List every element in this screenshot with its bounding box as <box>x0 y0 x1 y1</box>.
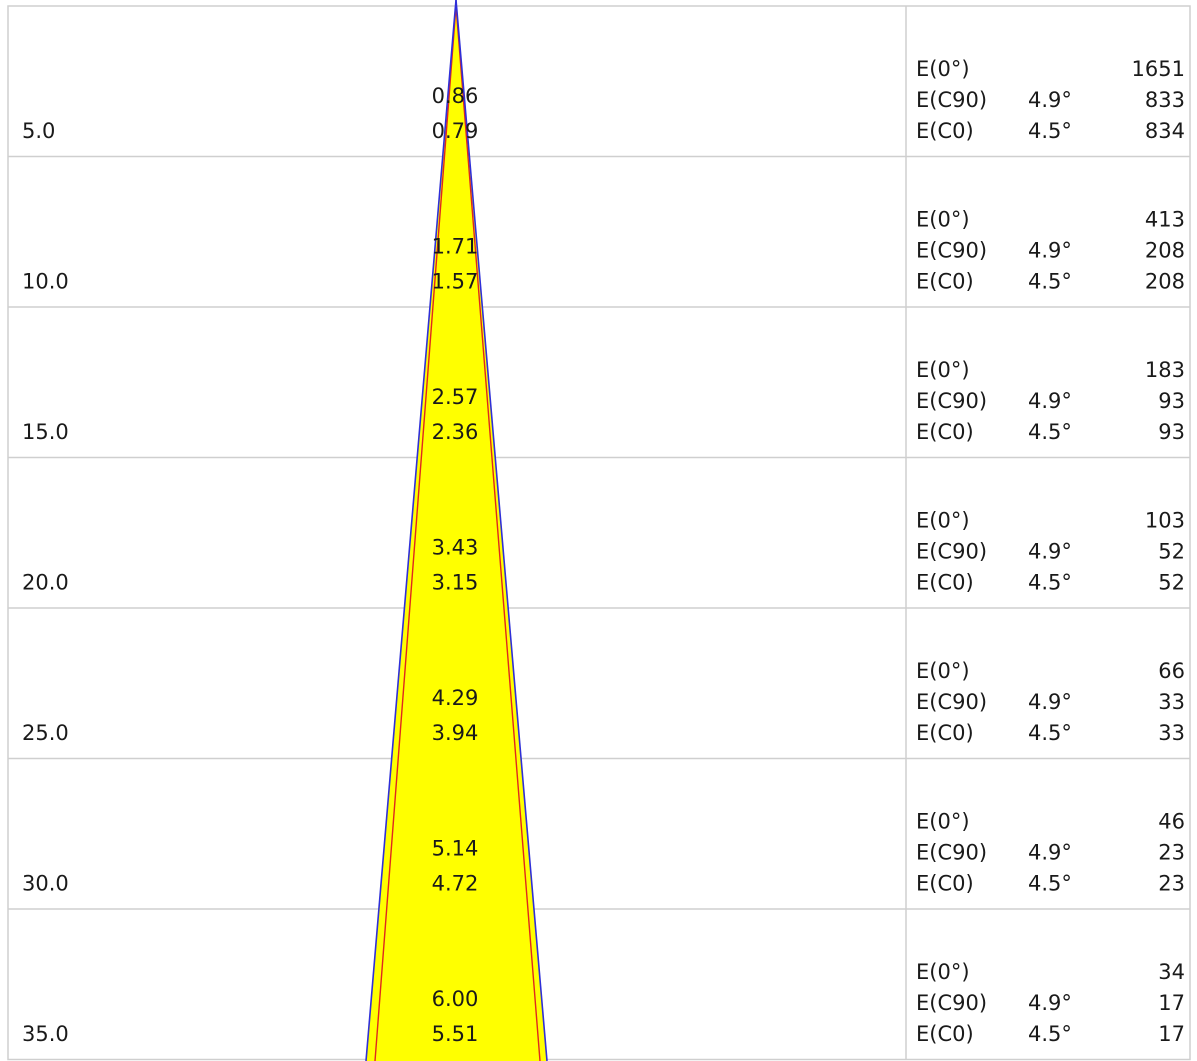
diameter-c90-value: 4.29 <box>432 686 479 710</box>
beam-edge-c90-right <box>455 0 548 1061</box>
e-center-value: 413 <box>1145 208 1185 232</box>
e-c0-angle: 4.5° <box>1028 1022 1072 1046</box>
e-c90-value: 833 <box>1145 88 1185 112</box>
e-c90-value: 208 <box>1145 239 1185 263</box>
e-c0-label: E(C0) <box>916 270 974 294</box>
diameter-c0-value: 2.36 <box>432 420 479 444</box>
e-c90-angle: 4.9° <box>1028 540 1072 564</box>
height-label: 30.0 <box>22 872 69 896</box>
e-c90-angle: 4.9° <box>1028 88 1072 112</box>
e-c90-angle: 4.9° <box>1028 991 1072 1015</box>
e-c90-angle: 4.9° <box>1028 239 1072 263</box>
e-center-value: 1651 <box>1132 57 1185 81</box>
diameter-c90-value: 0.86 <box>432 84 479 108</box>
beam-cone <box>365 0 548 1061</box>
diameter-c0-value: 0.79 <box>432 119 479 143</box>
diameter-c0-value: 1.57 <box>432 270 479 294</box>
e-c0-angle: 4.5° <box>1028 119 1072 143</box>
table-frame <box>7 5 1191 1061</box>
height-label: 25.0 <box>22 721 69 745</box>
e-center-label: E(0°) <box>916 509 970 533</box>
e-c90-value: 17 <box>1158 991 1185 1015</box>
diameter-c90-value: 2.57 <box>432 385 479 409</box>
e-center-label: E(0°) <box>916 960 970 984</box>
e-center-value: 103 <box>1145 509 1185 533</box>
e-center-label: E(0°) <box>916 57 970 81</box>
e-c90-value: 93 <box>1158 389 1185 413</box>
e-center-value: 183 <box>1145 358 1185 382</box>
e-center-value: 34 <box>1158 960 1185 984</box>
diameter-c90-value: 5.14 <box>432 837 479 861</box>
diameter-c90-value: 6.00 <box>432 987 479 1011</box>
e-c0-value: 17 <box>1158 1022 1185 1046</box>
e-c0-angle: 4.5° <box>1028 721 1072 745</box>
beam-edge-c90-left <box>365 0 457 1061</box>
e-c90-value: 52 <box>1158 540 1185 564</box>
beam-edge-c0-right <box>455 5 541 1061</box>
e-center-label: E(0°) <box>916 358 970 382</box>
diameter-c0-value: 5.51 <box>432 1022 479 1046</box>
e-center-label: E(0°) <box>916 810 970 834</box>
e-c0-label: E(C0) <box>916 872 974 896</box>
e-c0-label: E(C0) <box>916 420 974 444</box>
height-label: 10.0 <box>22 270 69 294</box>
height-label: 15.0 <box>22 420 69 444</box>
e-c0-angle: 4.5° <box>1028 270 1072 294</box>
e-center-label: E(0°) <box>916 208 970 232</box>
e-c0-label: E(C0) <box>916 721 974 745</box>
e-c0-value: 93 <box>1158 420 1185 444</box>
e-c90-label: E(C90) <box>916 239 987 263</box>
e-c90-value: 33 <box>1158 690 1185 714</box>
e-c90-label: E(C90) <box>916 841 987 865</box>
e-center-value: 66 <box>1158 659 1185 683</box>
e-c0-angle: 4.5° <box>1028 420 1072 444</box>
e-c90-angle: 4.9° <box>1028 389 1072 413</box>
e-c90-label: E(C90) <box>916 389 987 413</box>
e-center-value: 46 <box>1158 810 1185 834</box>
beam-edge-c0-left <box>374 5 457 1061</box>
e-c90-value: 23 <box>1158 841 1185 865</box>
e-c90-angle: 4.9° <box>1028 841 1072 865</box>
e-c0-value: 33 <box>1158 721 1185 745</box>
row-labels: 5.0 0.86 0.79 E(0°) 1651 E(C90) 4.9° 833 E(C0) 4.… <box>22 57 1185 1046</box>
e-c0-label: E(C0) <box>916 1022 974 1046</box>
diameter-c0-value: 4.72 <box>432 872 479 896</box>
diameter-c0-value: 3.94 <box>432 721 479 745</box>
e-center-label: E(0°) <box>916 659 970 683</box>
e-c0-value: 23 <box>1158 872 1185 896</box>
grid-lines <box>7 5 1191 1061</box>
e-c0-value: 834 <box>1145 119 1185 143</box>
height-label: 20.0 <box>22 571 69 595</box>
e-c0-value: 208 <box>1145 270 1185 294</box>
e-c0-angle: 4.5° <box>1028 571 1072 595</box>
beam-cone-fill <box>366 6 547 1061</box>
e-c90-label: E(C90) <box>916 88 987 112</box>
height-label: 35.0 <box>22 1022 69 1046</box>
e-c90-label: E(C90) <box>916 540 987 564</box>
e-c0-value: 52 <box>1158 571 1185 595</box>
e-c0-label: E(C0) <box>916 571 974 595</box>
e-c0-label: E(C0) <box>916 119 974 143</box>
e-c0-angle: 4.5° <box>1028 872 1072 896</box>
e-c90-angle: 4.9° <box>1028 690 1072 714</box>
diameter-c90-value: 3.43 <box>432 536 479 560</box>
e-c90-label: E(C90) <box>916 690 987 714</box>
diameter-c90-value: 1.71 <box>432 235 479 259</box>
height-label: 5.0 <box>22 119 55 143</box>
diameter-c0-value: 3.15 <box>432 571 479 595</box>
e-c90-label: E(C90) <box>916 991 987 1015</box>
